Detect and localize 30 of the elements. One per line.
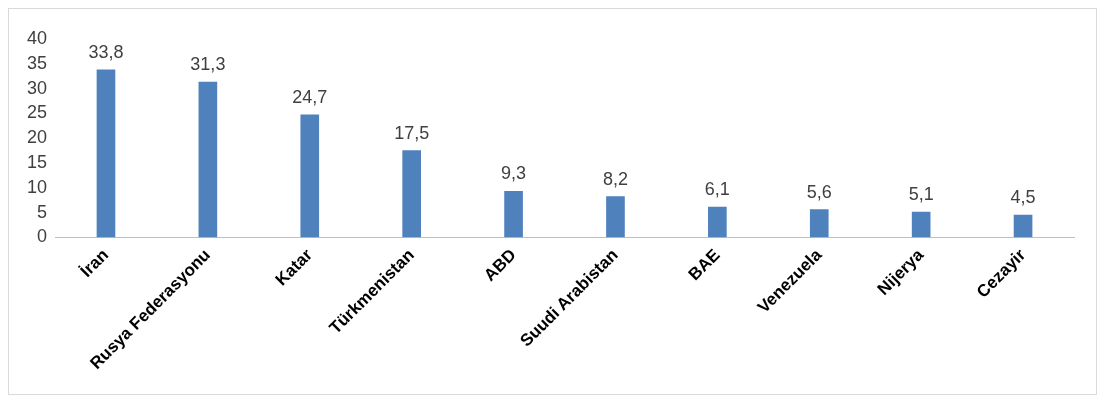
bar [911,211,931,238]
bar [96,69,116,238]
bar [300,114,320,238]
bar [809,209,829,238]
bar [1013,214,1033,238]
bar [504,190,523,238]
y-tick-label: 5 [37,201,48,222]
data-label: 17,5 [394,122,430,143]
data-label: 31,3 [190,54,226,75]
y-tick-label: 15 [26,151,48,172]
data-label: 5,6 [806,181,832,202]
bar [606,196,625,238]
data-label: 4,5 [1010,186,1036,207]
data-label: 6,1 [704,179,730,200]
y-tick-label: 40 [26,27,48,48]
bar [708,206,727,238]
y-tick-label: 30 [26,77,48,98]
data-label: 33,8 [88,41,124,62]
data-label: 8,2 [602,168,628,189]
y-tick-label: 35 [26,52,48,73]
data-label: 9,3 [501,163,527,184]
bar [402,150,421,238]
bar [198,81,218,238]
y-tick-label: 0 [37,226,48,247]
data-label: 24,7 [292,86,328,107]
data-label: 5,1 [908,184,934,205]
y-tick-label: 25 [26,102,48,123]
y-tick-label: 10 [26,176,48,197]
y-tick-label: 20 [26,127,48,148]
x-tick-label: İran [76,245,113,281]
